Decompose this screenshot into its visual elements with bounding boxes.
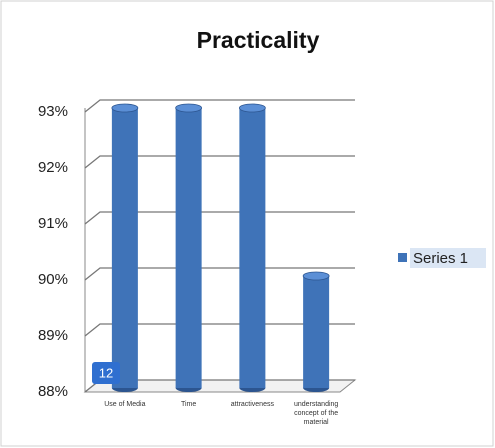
bar-top bbox=[238, 103, 266, 113]
legend-highlight bbox=[410, 248, 486, 268]
bar-top bbox=[302, 271, 330, 281]
x-tick-label: understanding concept of the material bbox=[293, 401, 339, 426]
bar-top bbox=[111, 103, 139, 113]
grid-line bbox=[84, 267, 355, 281]
badge bbox=[92, 362, 120, 384]
grid-line bbox=[84, 155, 355, 169]
bar bbox=[238, 103, 266, 392]
x-tick-label: Time bbox=[180, 401, 197, 408]
x-tick-label: attractiveness bbox=[230, 401, 274, 408]
chart-title: Practicality bbox=[197, 27, 320, 53]
y-tick-label: 91% bbox=[38, 215, 68, 232]
x-tick-label: Use of Media bbox=[104, 401, 146, 408]
badge-label: 12 bbox=[99, 365, 113, 380]
bar-top bbox=[175, 103, 203, 113]
bar bbox=[111, 103, 139, 392]
legend-swatch bbox=[398, 253, 407, 262]
bar-body bbox=[175, 108, 202, 388]
bar-body bbox=[111, 108, 138, 388]
y-tick-label: 88% bbox=[38, 383, 68, 400]
bar-body bbox=[239, 108, 266, 388]
y-tick-label: 93% bbox=[38, 103, 68, 120]
y-tick-label: 89% bbox=[38, 327, 68, 344]
legend-label: Series 1 bbox=[413, 250, 468, 267]
grid-line bbox=[84, 211, 355, 225]
grid-line bbox=[84, 323, 355, 337]
grid-line bbox=[84, 99, 355, 113]
y-tick-label: 92% bbox=[38, 159, 68, 176]
y-tick-label: 90% bbox=[38, 271, 68, 288]
bar-body bbox=[303, 276, 330, 388]
bar bbox=[175, 103, 203, 392]
bar bbox=[302, 271, 330, 392]
